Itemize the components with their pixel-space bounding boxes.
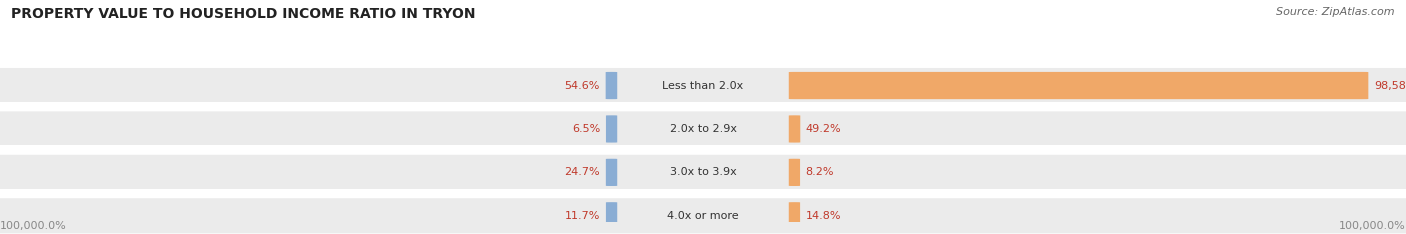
FancyBboxPatch shape (0, 155, 1406, 190)
Text: Less than 2.0x: Less than 2.0x (662, 80, 744, 91)
FancyBboxPatch shape (606, 202, 617, 229)
FancyBboxPatch shape (0, 189, 1406, 191)
FancyBboxPatch shape (0, 102, 1406, 105)
FancyBboxPatch shape (789, 159, 800, 186)
Text: Source: ZipAtlas.com: Source: ZipAtlas.com (1277, 7, 1395, 17)
FancyBboxPatch shape (606, 115, 617, 143)
FancyBboxPatch shape (0, 198, 1406, 233)
FancyBboxPatch shape (789, 202, 800, 229)
FancyBboxPatch shape (0, 68, 1406, 103)
Text: 6.5%: 6.5% (572, 124, 600, 134)
Text: 24.7%: 24.7% (565, 167, 600, 177)
Text: 4.0x or more: 4.0x or more (668, 211, 738, 221)
Text: 14.8%: 14.8% (806, 211, 841, 221)
Text: 8.2%: 8.2% (806, 167, 834, 177)
Text: 11.7%: 11.7% (565, 211, 600, 221)
Text: 3.0x to 3.9x: 3.0x to 3.9x (669, 167, 737, 177)
FancyBboxPatch shape (0, 146, 1406, 148)
FancyBboxPatch shape (789, 72, 1368, 99)
FancyBboxPatch shape (789, 115, 800, 143)
Text: 100,000.0%: 100,000.0% (0, 221, 66, 231)
Text: 98,588.5%: 98,588.5% (1374, 80, 1406, 91)
FancyBboxPatch shape (606, 72, 617, 99)
Text: 100,000.0%: 100,000.0% (1340, 221, 1406, 231)
FancyBboxPatch shape (606, 159, 617, 186)
FancyBboxPatch shape (0, 111, 1406, 146)
Text: 49.2%: 49.2% (806, 124, 842, 134)
Text: PROPERTY VALUE TO HOUSEHOLD INCOME RATIO IN TRYON: PROPERTY VALUE TO HOUSEHOLD INCOME RATIO… (11, 7, 475, 21)
Text: 54.6%: 54.6% (565, 80, 600, 91)
Text: 2.0x to 2.9x: 2.0x to 2.9x (669, 124, 737, 134)
